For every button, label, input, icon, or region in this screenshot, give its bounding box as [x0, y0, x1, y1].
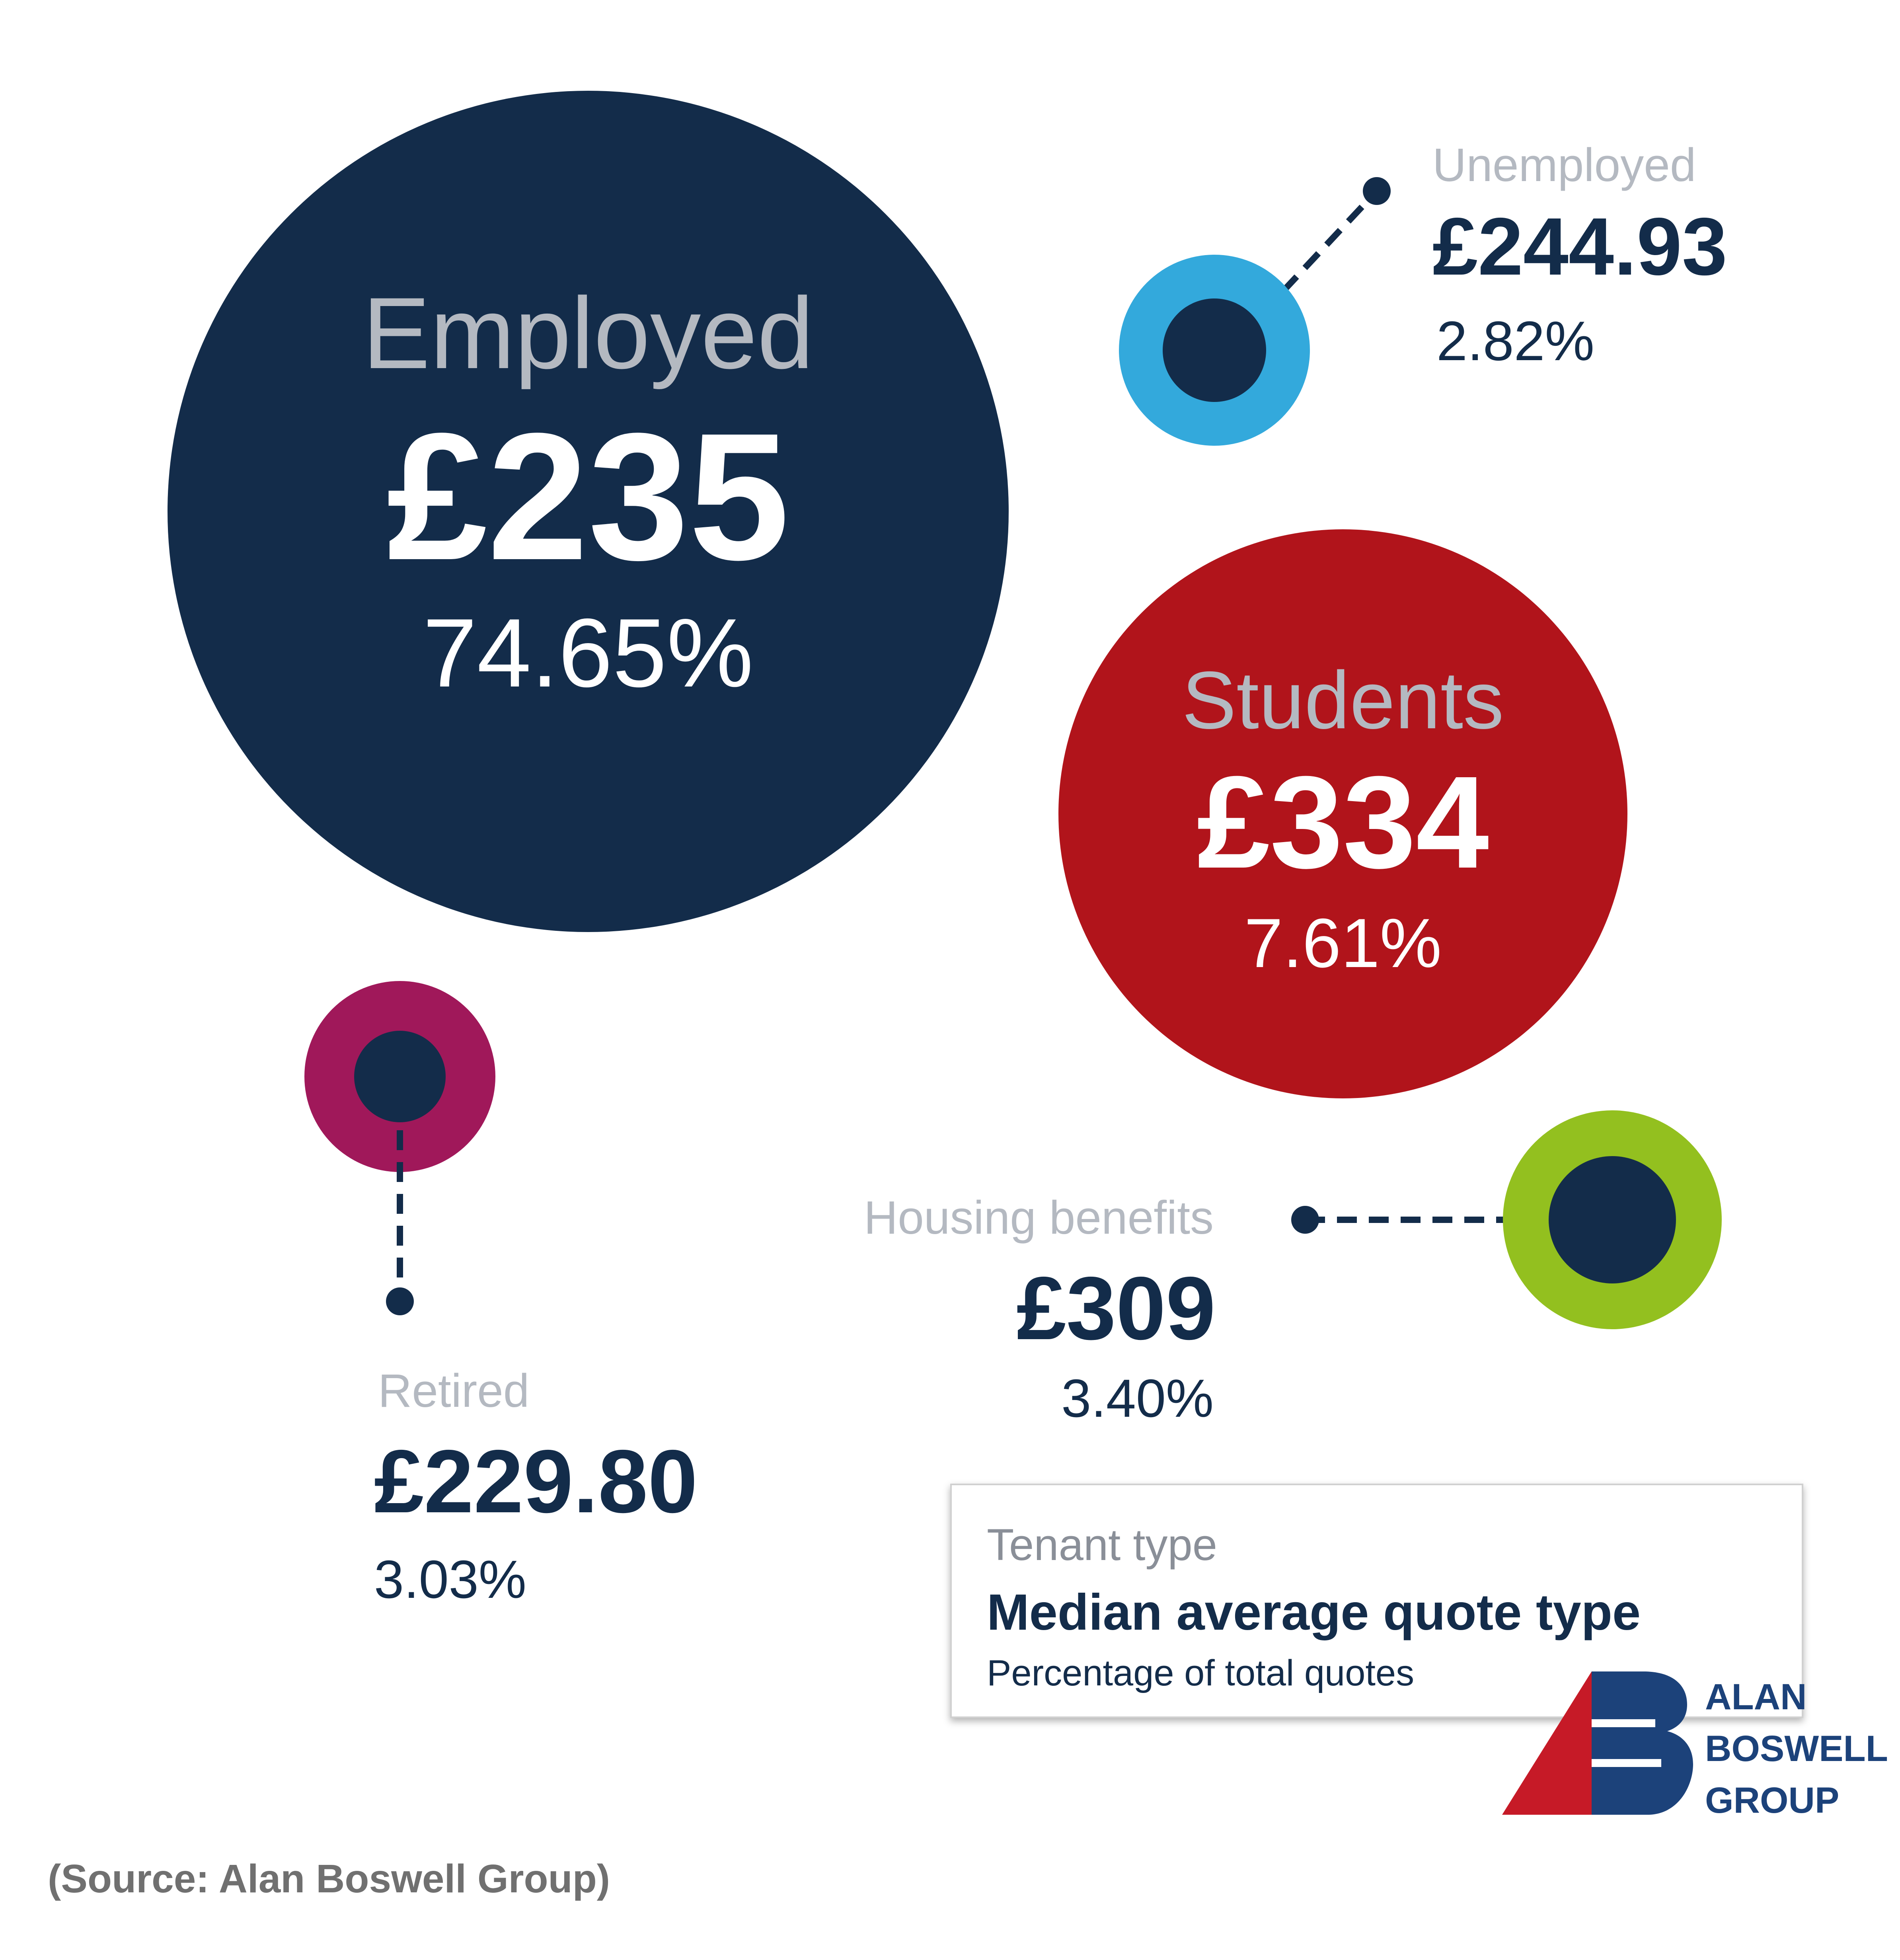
bubble-employed: Employed £235 74.65%: [168, 91, 1009, 932]
housing-value: £309: [1016, 1258, 1216, 1358]
employed-label: Employed: [362, 277, 814, 390]
employed-percent: 74.65%: [423, 598, 754, 707]
label-unemployed: Unemployed £244.93 2.82%: [1432, 139, 1727, 372]
employed-circle: [168, 91, 1009, 932]
retired-value: £229.80: [374, 1431, 698, 1531]
unemployed-percent: 2.82%: [1436, 310, 1594, 372]
logo-b-gap-bottom: [1592, 1759, 1661, 1767]
label-retired: Retired £229.80 3.03%: [374, 1365, 698, 1609]
marker-retired: [304, 981, 495, 1315]
students-percent: 7.61%: [1244, 905, 1442, 982]
logo-line-2: BOSWELL: [1705, 1728, 1888, 1769]
students-value: £334: [1197, 749, 1490, 895]
housing-core: [1549, 1156, 1676, 1283]
housing-dot: [1291, 1206, 1319, 1234]
retired-percent: 3.03%: [374, 1549, 526, 1609]
company-logo: ALAN BOSWELL GROUP: [1502, 1671, 1888, 1821]
retired-dot: [386, 1287, 414, 1315]
legend-title: Median average quote type: [987, 1584, 1641, 1641]
logo-line-3: GROUP: [1705, 1780, 1839, 1821]
logo-red-triangle: [1502, 1671, 1592, 1815]
unemployed-value: £244.93: [1432, 201, 1727, 292]
logo-blue-b: [1592, 1671, 1693, 1815]
marker-housing: [1291, 1110, 1722, 1329]
retired-label: Retired: [378, 1365, 529, 1417]
employed-value: £235: [387, 396, 789, 598]
housing-percent: 3.40%: [1061, 1368, 1214, 1428]
logo-line-1: ALAN: [1705, 1677, 1807, 1717]
students-label: Students: [1182, 655, 1504, 746]
bubble-students: Students £334 7.61%: [1058, 529, 1627, 1098]
students-circle: [1058, 529, 1627, 1098]
logo-b-gap-top: [1592, 1719, 1655, 1727]
unemployed-label: Unemployed: [1432, 139, 1696, 191]
unemployed-core: [1163, 298, 1266, 402]
unemployed-dot: [1363, 177, 1391, 205]
label-housing: Housing benefits £309 3.40%: [864, 1192, 1216, 1428]
marker-unemployed: [1119, 177, 1391, 446]
source-note: (Source: Alan Boswell Group): [48, 1857, 610, 1901]
retired-core: [354, 1031, 446, 1122]
housing-label: Housing benefits: [864, 1192, 1214, 1244]
legend-heading: Tenant type: [987, 1520, 1217, 1570]
legend-subtitle: Percentage of total quotes: [987, 1653, 1414, 1693]
unemployed-connector: [1259, 189, 1379, 317]
